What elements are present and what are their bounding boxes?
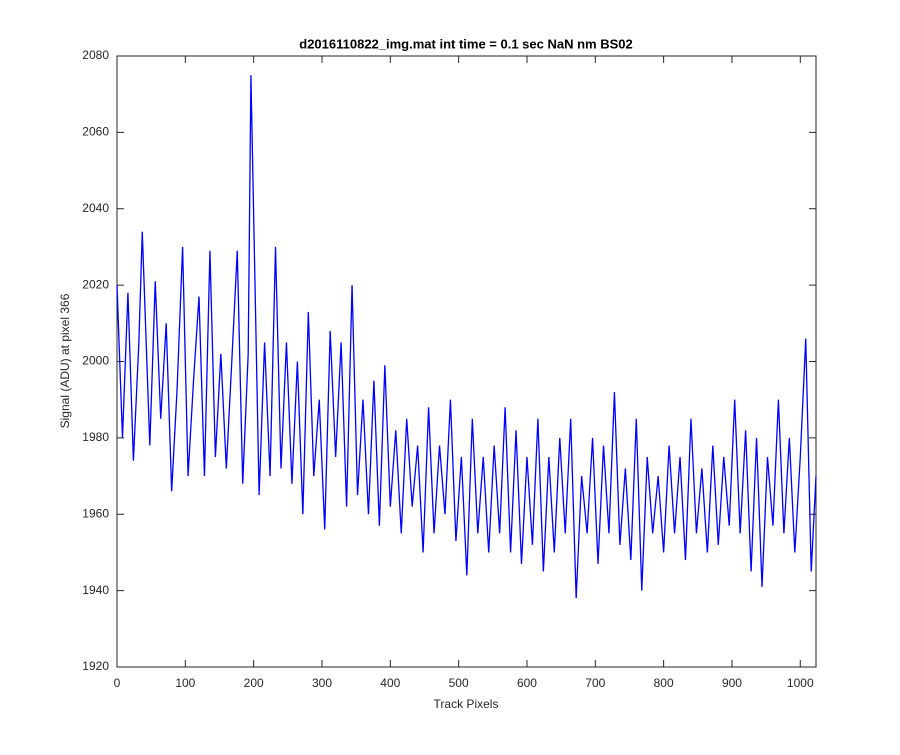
y-tick-label: 1960 (82, 506, 109, 520)
x-tick-label: 0 (114, 676, 121, 690)
x-tick-label: 700 (585, 676, 605, 690)
x-tick-label: 200 (244, 676, 264, 690)
y-tick-label: 2020 (82, 277, 109, 291)
y-tick-label: 2080 (82, 48, 109, 62)
y-tick-label: 1980 (82, 430, 109, 444)
y-tick-label: 1920 (82, 659, 109, 673)
y-tick-label: 2000 (82, 354, 109, 368)
x-tick-label: 900 (722, 676, 742, 690)
data-line (116, 75, 817, 599)
y-axis-label: Signal (ADU) at pixel 366 (58, 293, 72, 428)
x-tick-label: 100 (175, 676, 195, 690)
x-tick-label: 400 (380, 676, 400, 690)
y-tick-label: 2040 (82, 201, 109, 215)
x-tick-label: 800 (654, 676, 674, 690)
x-tick-label: 300 (312, 676, 332, 690)
x-axis-label: Track Pixels (434, 697, 499, 711)
y-tick-label: 1940 (82, 583, 109, 597)
chart-title: d2016110822_img.mat int time = 0.1 sec N… (299, 36, 632, 51)
y-tick-label: 2060 (82, 125, 109, 139)
x-tick-label: 1000 (787, 676, 814, 690)
x-tick-label: 600 (517, 676, 537, 690)
x-tick-label: 500 (449, 676, 469, 690)
